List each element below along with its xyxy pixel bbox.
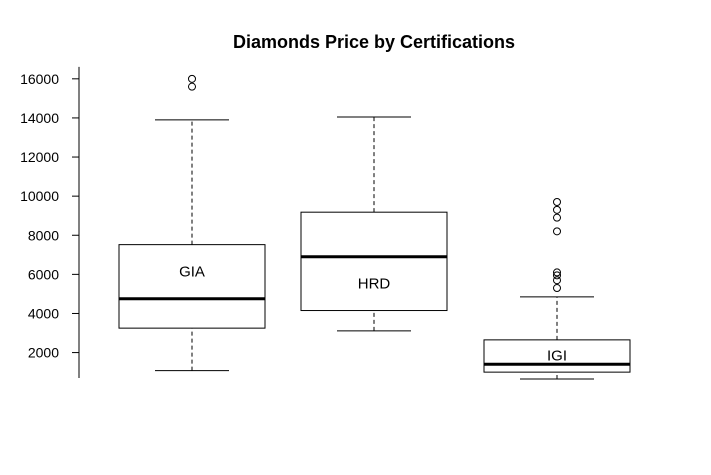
iqr-box (483, 339, 631, 373)
y-axis: 2000 4000 6000 8000 10000 12000 14000 16000 (20, 66, 80, 378)
outlier-point (553, 284, 561, 293)
box-label-hrd: HRD (358, 276, 391, 293)
iqr-box (300, 211, 448, 312)
y-tick-label: 2000 (28, 345, 59, 361)
chart-title: Diamonds Price by Certifications (233, 32, 515, 52)
outlier-point (553, 205, 561, 214)
outlier-point (188, 74, 196, 83)
outlier-point (553, 227, 561, 236)
box-group-gia: GIA (118, 74, 266, 372)
box-label-gia: GIA (179, 264, 205, 281)
y-tick-label: 14000 (20, 110, 59, 126)
y-tick-label: 12000 (20, 149, 59, 165)
y-tick-label: 8000 (28, 227, 59, 243)
outlier-point (188, 82, 196, 91)
box-label-igi: IGI (547, 347, 567, 364)
outlier-point (553, 271, 561, 280)
box-group-igi: IGI (483, 198, 631, 380)
y-tick-label: 10000 (20, 188, 59, 204)
box-group-hrd: HRD (300, 116, 448, 332)
outlier-point (553, 268, 561, 277)
iqr-box (118, 244, 266, 329)
boxes: GIA HRD IGI (118, 74, 631, 380)
y-tick-label: 4000 (28, 305, 59, 321)
y-tick-label: 6000 (28, 266, 59, 282)
outlier-point (553, 276, 561, 285)
outlier-point (553, 198, 561, 207)
outlier-point (553, 213, 561, 222)
y-tick-label: 16000 (20, 71, 59, 87)
